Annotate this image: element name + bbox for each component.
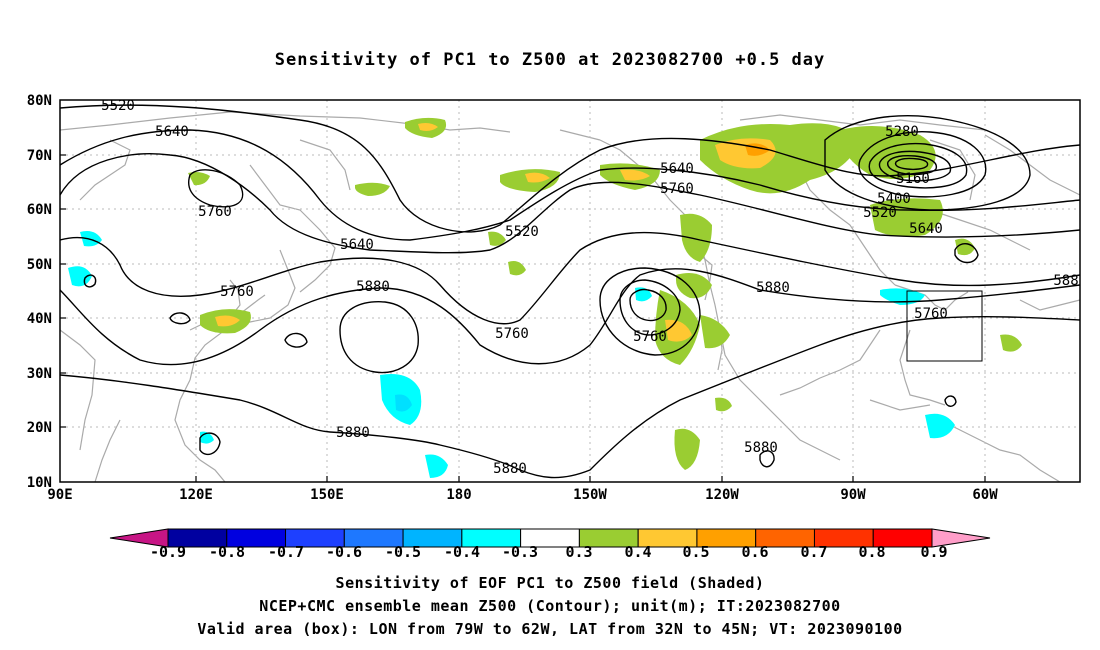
colorbar-label: 0.6 — [741, 543, 768, 561]
contour-label: 5520 — [863, 205, 897, 221]
contour-label: 5520 — [101, 98, 135, 114]
contour-label: 5760 — [914, 306, 948, 322]
lat-label: 40N — [27, 311, 52, 327]
contour-label: 5760 — [495, 326, 529, 342]
contour-label: 5520 — [505, 224, 539, 240]
contour-labels: 5520 5640 5760 5640 5760 5520 5640 5760 … — [101, 98, 1079, 477]
graticule — [60, 100, 1080, 482]
contour-label: 5400 — [877, 191, 911, 207]
plot-title: Sensitivity of PC1 to Z500 at 2023082700… — [274, 50, 826, 70]
colorbar-label: -0.3 — [502, 543, 538, 561]
contour-label: 5640 — [155, 124, 189, 140]
lat-label: 80N — [27, 93, 52, 109]
sensitivity-shading — [68, 117, 1022, 478]
contour-label: 5280 — [885, 124, 919, 140]
lon-label: 120E — [179, 487, 213, 503]
caption-contour: NCEP+CMC ensemble mean Z500 (Contour); u… — [259, 597, 841, 615]
colorbar-label: 0.7 — [800, 543, 827, 561]
colorbar-label: -0.9 — [150, 543, 186, 561]
lat-label: 30N — [27, 366, 52, 382]
contour-label: 5880 — [336, 425, 370, 441]
colorbar-right-arrow — [931, 528, 991, 548]
lon-label: 120W — [705, 487, 739, 503]
contour-label: 5640 — [909, 221, 943, 237]
colorbar-label: -0.6 — [326, 543, 362, 561]
colorbar-label: 0.8 — [858, 543, 885, 561]
colorbar-label: 0.3 — [565, 543, 592, 561]
lat-axis: 80N 70N 60N 50N 40N 30N 20N 10N — [27, 93, 52, 491]
contour-label: 5880 — [356, 279, 390, 295]
lat-label: 10N — [27, 475, 52, 491]
colorbar-label: 0.5 — [682, 543, 709, 561]
colorbar-label: -0.5 — [385, 543, 421, 561]
contour-label: 5760 — [220, 284, 254, 300]
lon-label: 90W — [840, 487, 866, 503]
contour-label: 5640 — [660, 161, 694, 177]
lon-label: 150W — [573, 487, 607, 503]
colorbar-left-arrow — [109, 528, 169, 548]
contour-label: 5880 — [744, 440, 778, 456]
colorbar-label: 0.9 — [920, 543, 947, 561]
caption-shaded: Sensitivity of EOF PC1 to Z500 field (Sh… — [335, 574, 765, 592]
colorbar-label: 0.4 — [624, 543, 651, 561]
contour-label: 5160 — [896, 171, 930, 187]
contour-label: 5640 — [340, 237, 374, 253]
plot-frame — [59, 99, 1081, 483]
lat-label: 20N — [27, 420, 52, 436]
contour-label: 5880 — [756, 280, 790, 296]
contour-label: 5760 — [633, 329, 667, 345]
colorbar-label: -0.4 — [444, 543, 480, 561]
colorbar-label: -0.8 — [209, 543, 245, 561]
contour-label: 5880 — [493, 461, 527, 477]
contour-label: 5760 — [660, 181, 694, 197]
lon-label: 150E — [310, 487, 344, 503]
colorbar-label: -0.7 — [268, 543, 304, 561]
lon-axis: 90E 120E 150E 180 150W 120W 90W 60W — [47, 487, 998, 503]
colorbar — [109, 528, 991, 548]
lon-label: 180 — [446, 487, 471, 503]
lon-label: 90E — [47, 487, 72, 503]
valid-area-box — [906, 290, 983, 362]
contour-label: 5760 — [198, 204, 232, 220]
z500-contours — [60, 104, 1080, 479]
colorbar-labels: -0.9 -0.8 -0.7 -0.6 -0.5 -0.4 -0.3 0.3 0… — [150, 543, 948, 561]
lat-label: 70N — [27, 148, 52, 164]
lon-label: 60W — [972, 487, 998, 503]
contour-label: 588 — [1053, 273, 1078, 289]
lat-label: 50N — [27, 257, 52, 273]
lat-label: 60N — [27, 202, 52, 218]
caption-valid-area: Valid area (box): LON from 79W to 62W, L… — [197, 620, 903, 638]
